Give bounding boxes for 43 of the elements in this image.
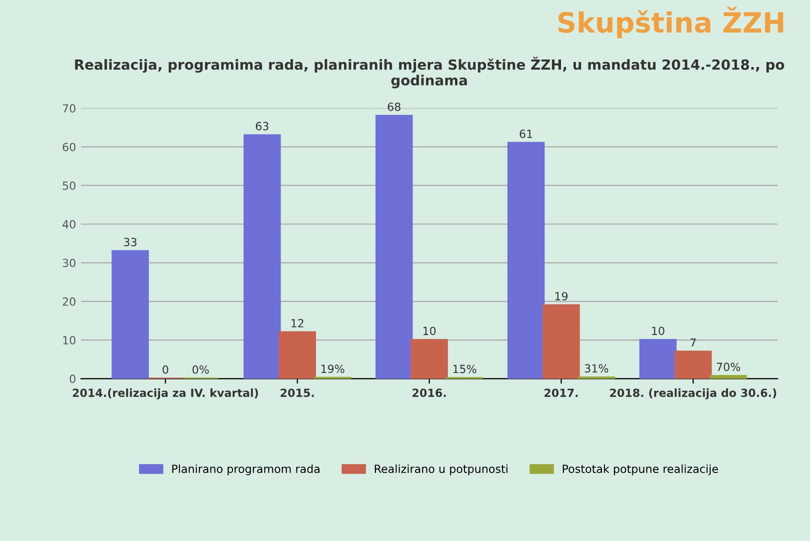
data-label: 68 [388,102,400,111]
data-label: 15% [453,364,476,374]
x-tick-label: 2014.(relizacija za IV. kvartal) [72,388,258,400]
bar [278,331,316,379]
y-tick-label: 70 [62,104,76,113]
y-tick-label: 10 [63,336,76,344]
legend-label: Postotak potpune realizacije [562,464,718,476]
data-label: 63 [256,122,268,130]
y-tick-label: 50 [62,181,76,190]
chart-title: Realizacija, programima rada, planiranih mjera Skupštine ŽZH, u mandatu 2014.-2018., po godinama [75,56,784,88]
data-label: 19 [555,292,568,300]
bar [639,339,677,379]
bar [410,339,448,379]
data-label: 31% [584,364,608,373]
data-label: 0% [192,365,209,374]
x-tick-label: 2017. [544,388,578,398]
y-tick-label: 30 [62,258,76,268]
bar [674,350,712,379]
x-tick-label: 2018. (realizacija do 30.6.) [610,388,776,400]
x-tick-label: 2016. [412,388,446,398]
data-label: 10 [652,326,664,336]
data-label: 7 [690,338,696,347]
legend-label: Realizirano u potpunosti [374,464,508,476]
bar [244,134,281,379]
legend-label: Planirano programom rada [172,464,320,476]
data-label: 61 [520,130,532,138]
y-tick-label: 60 [62,142,76,152]
data-label: 33 [124,238,136,246]
data-label: 19% [321,364,344,374]
bar [112,250,149,379]
bar [710,374,747,379]
y-tick-label: 0 [70,374,76,384]
y-tick-label: 40 [62,220,76,229]
data-label: 70% [716,362,740,372]
x-tick-label: 2015. [280,388,314,398]
y-tick-label: 20 [62,297,76,306]
bar [507,142,545,379]
text: Skupština ŽZH [558,6,784,38]
bar [542,304,580,379]
data-label: 10 [423,326,436,336]
data-label: 0 [162,365,168,374]
data-label: 12 [292,318,304,328]
bar [375,114,413,379]
